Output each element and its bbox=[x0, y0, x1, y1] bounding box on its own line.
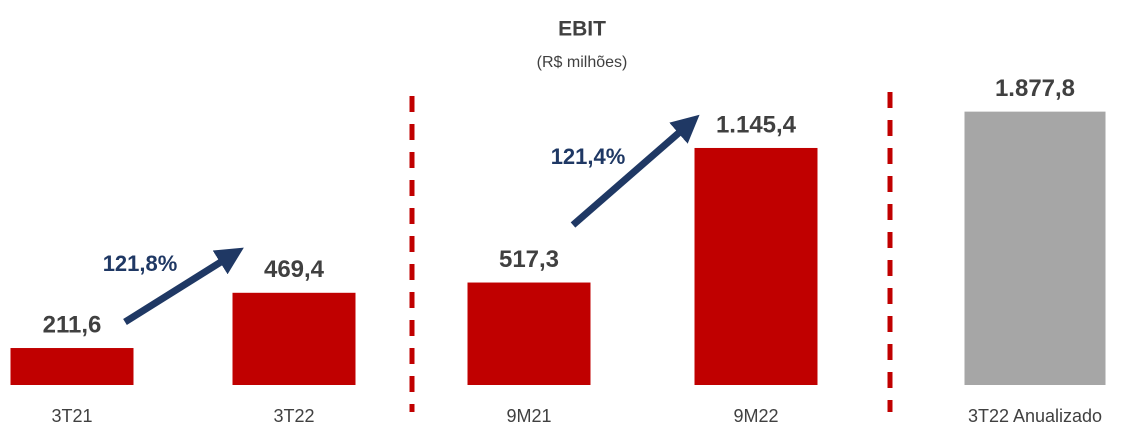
growth-arrow bbox=[570, 114, 700, 228]
x-tick-label: 9M21 bbox=[506, 406, 551, 426]
chart-subtitle: (R$ milhões) bbox=[537, 54, 628, 71]
value-label: 517,3 bbox=[499, 246, 559, 273]
x-tick-label: 3T22 Anualizado bbox=[968, 406, 1102, 426]
x-tick-label: 3T22 bbox=[273, 406, 314, 426]
bar bbox=[232, 292, 356, 385]
value-label: 1.145,4 bbox=[716, 111, 797, 138]
growth-arrow bbox=[123, 247, 244, 325]
x-tick-label: 3T21 bbox=[51, 406, 92, 426]
bar bbox=[964, 111, 1106, 385]
annotation: 121,4% bbox=[551, 144, 626, 169]
chart-title: EBIT bbox=[558, 18, 606, 41]
bar bbox=[10, 348, 134, 385]
bar bbox=[467, 282, 591, 385]
x-tick-label: 9M22 bbox=[733, 406, 778, 426]
value-label: 1.877,8 bbox=[995, 75, 1075, 102]
annotation: 121,8% bbox=[103, 251, 178, 276]
value-label: 211,6 bbox=[43, 311, 102, 338]
bar bbox=[694, 147, 818, 385]
value-label: 469,4 bbox=[264, 256, 325, 283]
